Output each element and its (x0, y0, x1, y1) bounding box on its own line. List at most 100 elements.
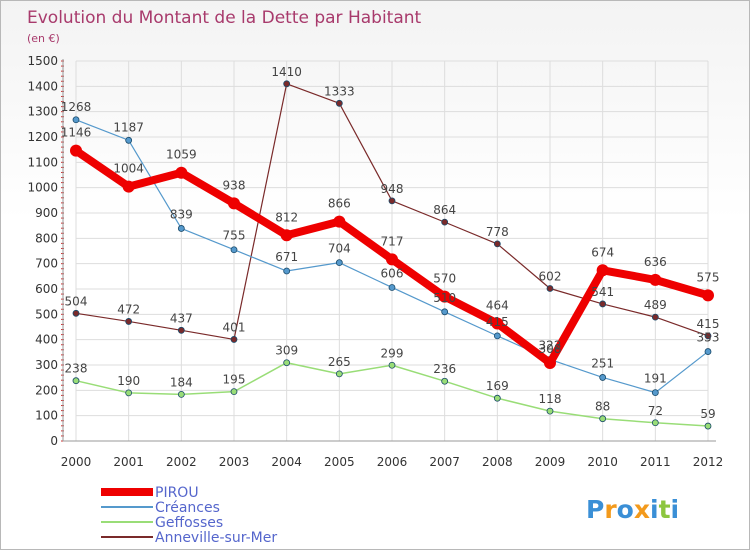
data-point-anneville-sur-mer (125, 318, 133, 325)
data-label-geffosses: 190 (117, 374, 140, 388)
data-label-cr-ances: 251 (591, 356, 614, 370)
data-label-anneville-sur-mer: 401 (223, 320, 246, 334)
x-tick-label: 2006 (377, 455, 408, 469)
data-point-anneville-sur-mer (72, 309, 80, 317)
y-tick-label: 1100 (27, 155, 58, 169)
data-label-cr-ances: 322 (539, 338, 562, 352)
data-label-anneville-sur-mer: 489 (644, 298, 667, 312)
x-tick-label: 2005 (324, 455, 355, 469)
data-point-pirou (333, 215, 346, 228)
data-point-pirou (649, 273, 662, 286)
data-point-geffosses (72, 377, 80, 385)
data-point-cr-ances (125, 136, 133, 144)
data-label-pirou: 812 (275, 210, 298, 224)
data-point-anneville-sur-mer (388, 197, 396, 205)
y-tick-label: 900 (35, 206, 58, 220)
data-labels: 504 472 437 401 1410 1333 948 864 778 602 541 489 41… (61, 65, 720, 421)
data-label-geffosses: 238 (65, 362, 88, 376)
data-point-pirou (228, 197, 240, 210)
logo-letter: t (659, 495, 671, 524)
y-tick-label: 1500 (27, 54, 58, 68)
data-point-pirou (386, 253, 398, 266)
data-label-anneville-sur-mer: 1333 (324, 84, 355, 98)
data-point-pirou (438, 290, 451, 303)
data-point-anneville-sur-mer (283, 80, 291, 88)
y-tick-label: 0 (50, 434, 58, 448)
data-label-cr-ances: 415 (486, 315, 509, 329)
logo-letter: x (634, 495, 650, 524)
data-label-anneville-sur-mer: 602 (539, 269, 562, 283)
data-label-pirou: 1146 (61, 126, 92, 140)
data-point-anneville-sur-mer (599, 300, 607, 308)
data-label-pirou: 938 (223, 178, 246, 192)
grid-lines (75, 60, 709, 442)
x-tick-label: 2001 (113, 455, 144, 469)
x-tick-label: 2012 (693, 455, 724, 469)
data-point-geffosses (283, 359, 291, 367)
data-point-geffosses (599, 415, 607, 423)
data-point-cr-ances (599, 374, 607, 381)
data-point-geffosses (704, 422, 712, 430)
y-tick-label: 1000 (27, 181, 58, 195)
data-label-geffosses: 72 (648, 404, 663, 418)
data-point-cr-ances (283, 267, 291, 275)
data-label-cr-ances: 606 (381, 266, 404, 280)
chart-subtitle: (en €) (27, 32, 60, 45)
y-tick-label: 200 (35, 383, 58, 397)
x-tick-label: 2009 (535, 455, 566, 469)
data-label-cr-ances: 1187 (113, 120, 144, 134)
data-point-geffosses (125, 389, 133, 397)
data-point-geffosses (493, 394, 501, 402)
logo-letter: i (671, 495, 680, 524)
y-tick-label: 1300 (27, 105, 58, 119)
data-point-cr-ances (651, 389, 659, 397)
data-label-cr-ances: 1268 (61, 100, 92, 114)
legend-label-cr-ances: Créances (155, 500, 220, 516)
y-tick-label: 500 (35, 307, 58, 321)
data-label-cr-ances: 839 (170, 207, 193, 221)
data-point-geffosses (177, 390, 185, 398)
x-tick-label: 2002 (166, 455, 197, 469)
y-tick-label: 1200 (27, 130, 58, 144)
proxiti-logo: Proxiti (586, 495, 679, 524)
data-label-cr-ances: 755 (223, 229, 246, 243)
data-point-cr-ances (441, 308, 449, 316)
logo-letter: i (650, 495, 659, 524)
series-layer (70, 80, 714, 430)
data-point-cr-ances (230, 246, 238, 254)
logo-letter: r (604, 495, 617, 524)
data-point-anneville-sur-mer (335, 99, 343, 107)
data-label-anneville-sur-mer: 778 (486, 225, 509, 239)
data-label-geffosses: 236 (433, 362, 456, 376)
data-point-pirou (491, 317, 504, 330)
data-label-pirou: 1004 (113, 162, 144, 176)
data-label-cr-ances: 704 (328, 242, 351, 256)
data-point-cr-ances (388, 284, 396, 291)
data-point-pirou (280, 229, 293, 242)
data-point-pirou (70, 144, 82, 157)
y-tick-label: 300 (35, 358, 58, 372)
data-label-anneville-sur-mer: 415 (697, 317, 720, 331)
data-point-geffosses (230, 388, 238, 396)
data-label-pirou: 636 (644, 255, 667, 269)
data-label-geffosses: 299 (381, 346, 404, 360)
data-point-geffosses (388, 361, 396, 369)
x-tick-label: 2010 (587, 455, 618, 469)
x-tick-label: 2007 (429, 455, 460, 469)
data-point-geffosses (546, 407, 554, 415)
data-label-geffosses: 88 (595, 400, 610, 414)
data-point-pirou (175, 166, 188, 179)
logo-letter: o (617, 495, 634, 524)
data-label-pirou: 717 (381, 234, 404, 248)
data-label-pirou: 464 (486, 298, 509, 312)
data-point-anneville-sur-mer (177, 326, 185, 334)
logo-letter: P (586, 495, 604, 524)
data-label-cr-ances: 191 (644, 372, 667, 386)
data-label-geffosses: 195 (223, 373, 246, 387)
data-point-geffosses (335, 370, 343, 378)
y-tick-label: 700 (35, 257, 58, 271)
data-label-cr-ances: 671 (275, 250, 298, 264)
y-tick-label: 600 (35, 282, 58, 296)
